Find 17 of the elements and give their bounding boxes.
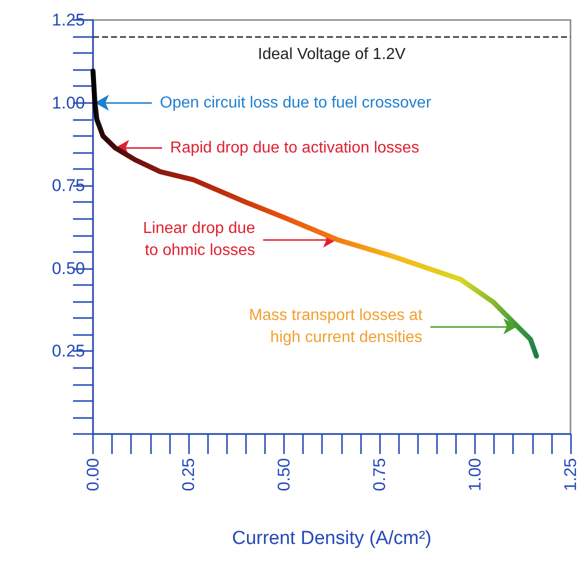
y-tick-label: 1.25	[52, 10, 85, 30]
y-tick-label: 0.50	[52, 258, 85, 278]
x-tick-label: 1.25	[561, 458, 579, 492]
annotation: Linear drop due to ohmic losses	[143, 220, 256, 260]
x-tick-label: 0.00	[84, 458, 102, 492]
ref-line-label: Ideal Voltage of 1.2V	[258, 46, 406, 64]
y-tick-label: 1.00	[52, 93, 85, 112]
x-axis-title: Current Density (A/cm²)	[232, 528, 432, 549]
x-tick-label: 0.25	[179, 458, 198, 492]
annotation: Rapid drop due to activation losses	[170, 139, 420, 156]
annotation: Open circuit loss due to fuel crossover	[160, 94, 432, 112]
x-tick-label: 0.50	[274, 458, 294, 492]
x-tick-label: 1.00	[466, 458, 484, 492]
y-tick-label: 0.25	[52, 342, 85, 361]
y-tick-label: 0.75	[52, 176, 85, 196]
x-tick-label: 0.75	[370, 458, 389, 492]
annotation: Mass transport losses at high current densities	[248, 306, 423, 346]
